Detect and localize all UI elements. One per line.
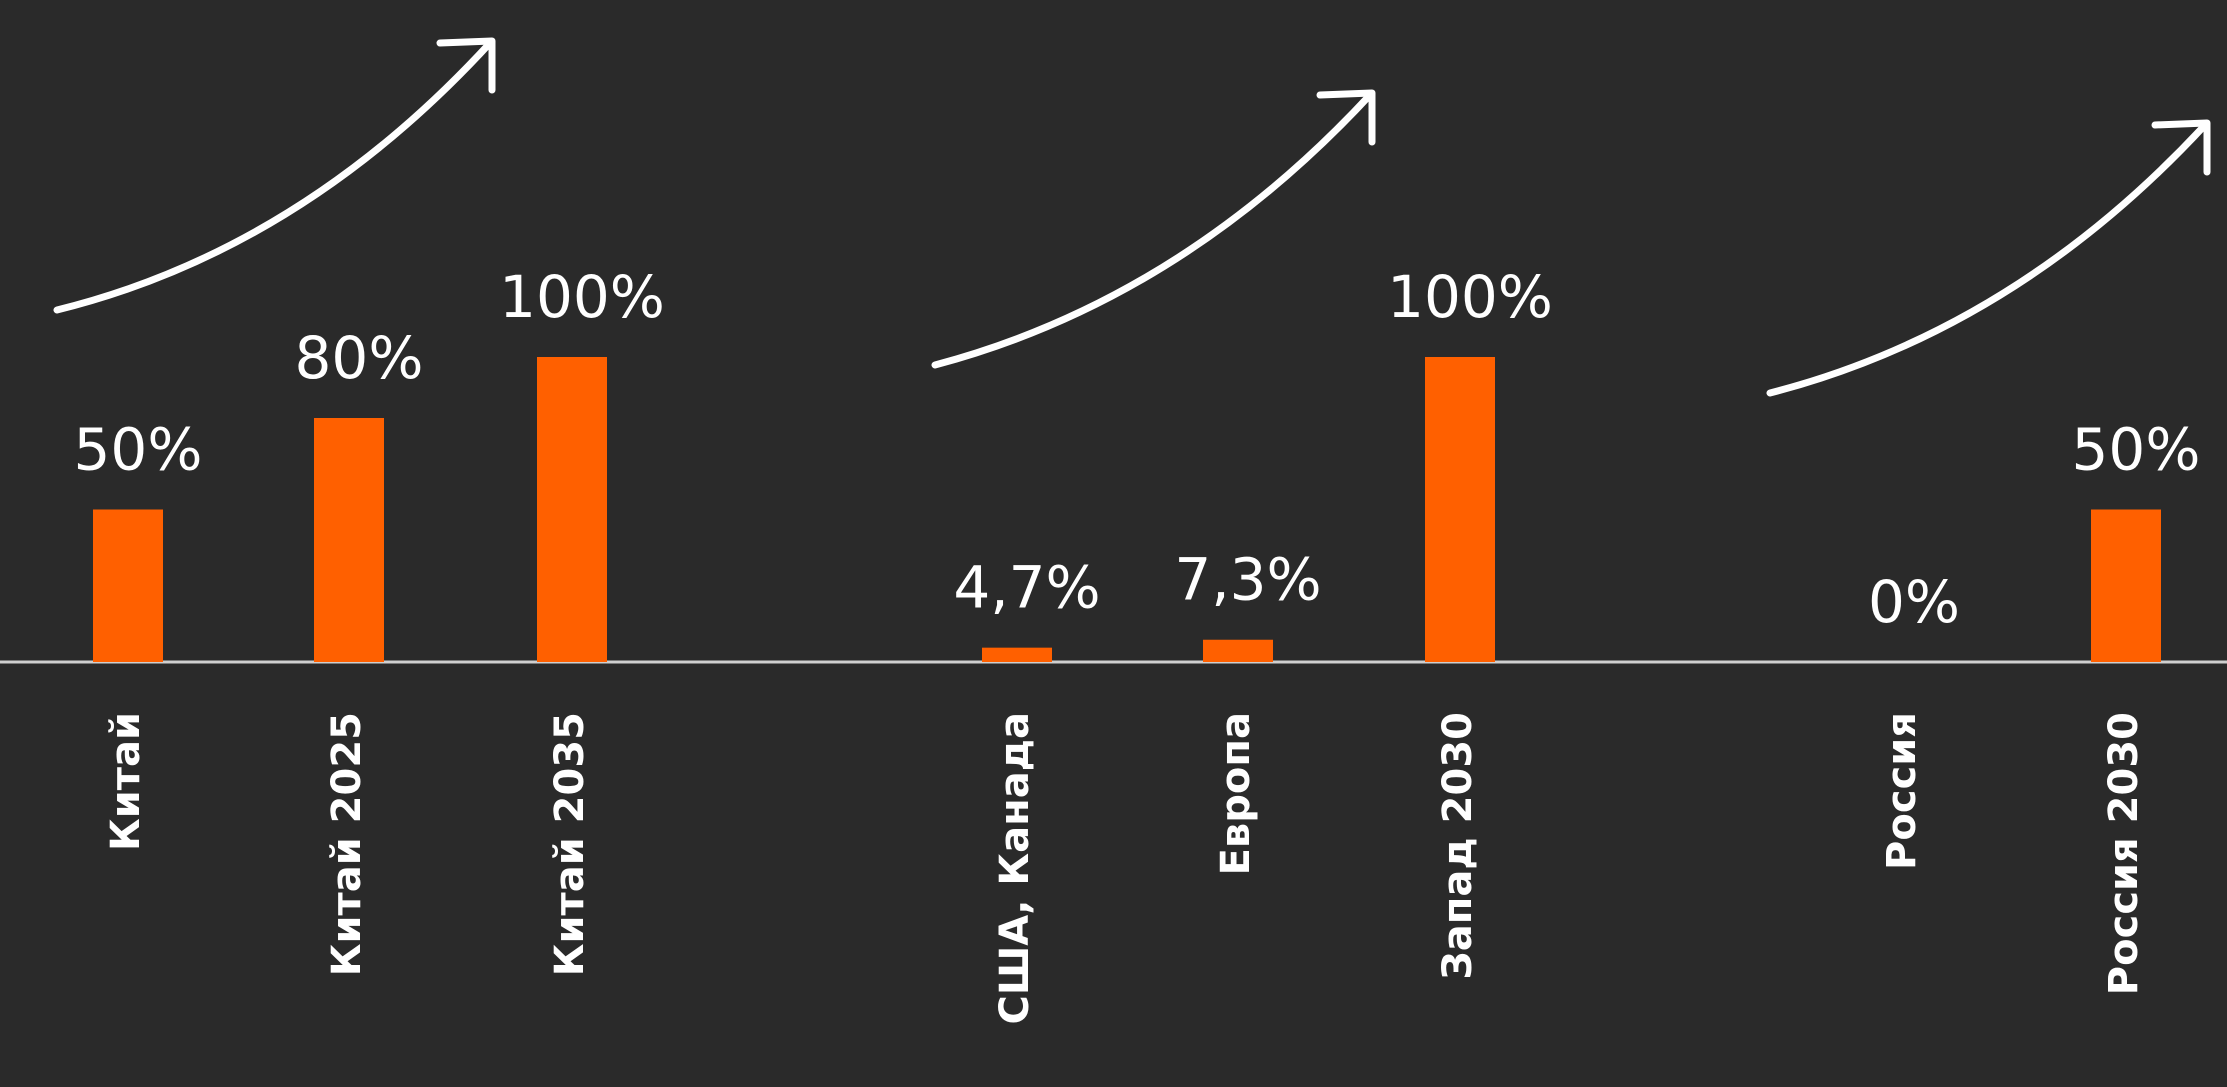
value-label: 100% — [1387, 263, 1553, 331]
x-tick-label: Китай 2025 — [324, 712, 370, 976]
bar — [1203, 639, 1273, 662]
value-label: 50% — [2072, 416, 2201, 484]
arrow-head — [2151, 119, 2211, 176]
value-label: 4,7% — [953, 554, 1100, 622]
x-tick-label: Россия 2030 — [2101, 712, 2147, 995]
arrow-head — [436, 37, 496, 94]
arrow-curve — [53, 39, 494, 314]
value-label: 7,3% — [1174, 546, 1321, 614]
trend-arrow — [1766, 119, 2211, 397]
value-label: 80% — [295, 324, 424, 392]
bar — [314, 418, 384, 662]
x-tick-label: Россия — [1879, 712, 1925, 870]
trend-arrow — [53, 37, 496, 314]
x-tick-label: Китай 2035 — [547, 712, 593, 976]
bar — [2091, 509, 2161, 662]
value-label: 100% — [499, 263, 665, 331]
x-tick-label: Европа — [1213, 712, 1259, 875]
x-tick-label: Запад 2030 — [1435, 712, 1481, 980]
bar — [537, 357, 607, 662]
arrow-curve — [931, 91, 1374, 369]
bar — [93, 509, 163, 662]
value-label: 0% — [1868, 568, 1960, 636]
x-tick-label: США, Канада — [992, 712, 1038, 1024]
trend-arrow — [931, 89, 1376, 369]
x-tick-label: Китай — [103, 712, 149, 851]
bar — [1425, 357, 1495, 662]
arrow-curve — [1766, 121, 2209, 397]
bar — [982, 647, 1052, 662]
value-label: 50% — [74, 416, 203, 484]
arrow-head — [1316, 89, 1376, 146]
